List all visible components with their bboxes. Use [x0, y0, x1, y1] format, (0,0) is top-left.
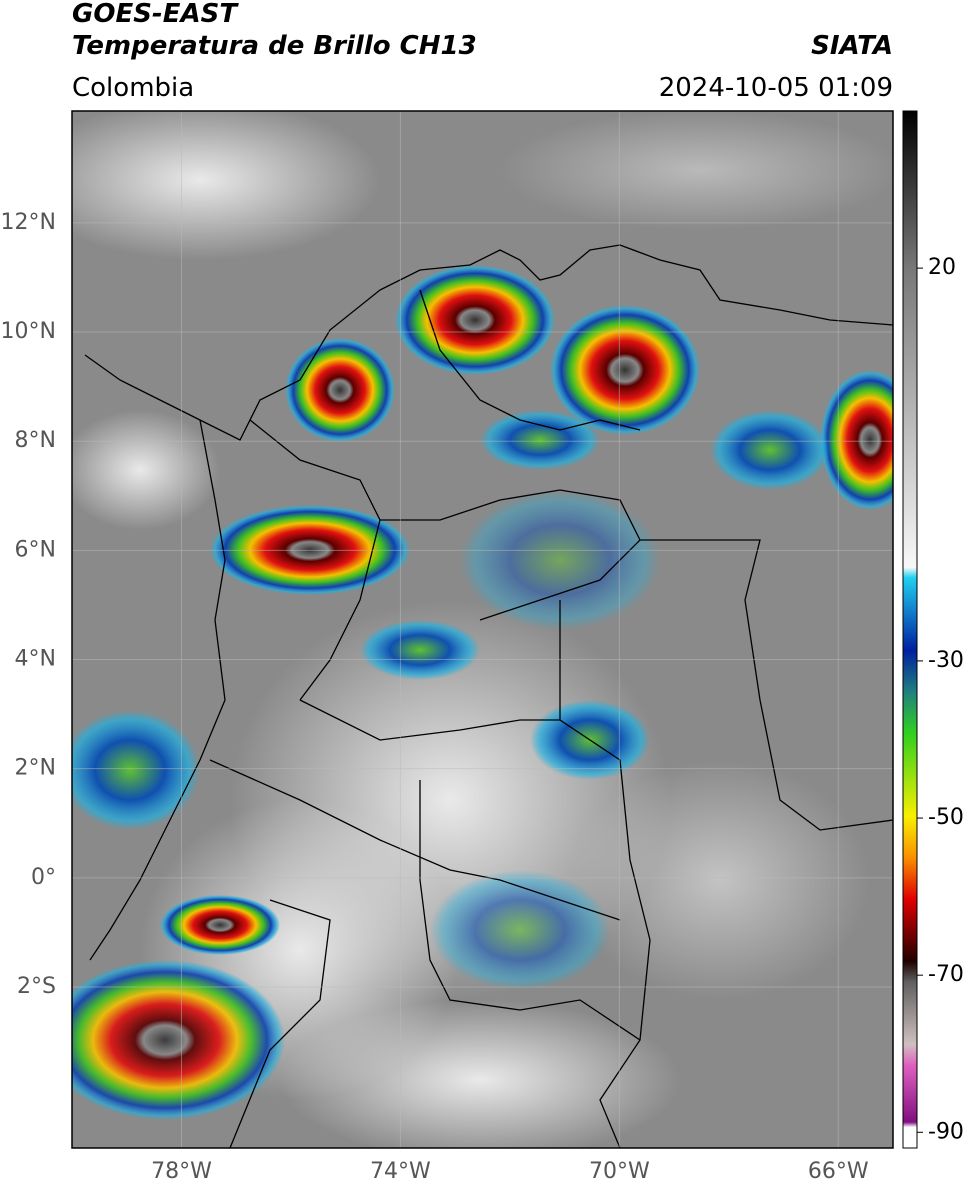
graticule	[72, 111, 893, 1148]
satellite-image	[72, 111, 893, 1148]
lat-tick-label: 6°N	[15, 537, 56, 562]
datetime: 2024-10-05 01:09	[659, 73, 893, 103]
lon-tick-label: 66°W	[808, 1159, 869, 1184]
lat-tick-label: 4°N	[15, 647, 56, 672]
lon-tick-label: 74°W	[370, 1159, 431, 1184]
satellite: GOES-EAST	[72, 0, 239, 29]
lat-tick-label: 12°N	[1, 210, 56, 235]
colorbar-tick-label: -90	[928, 1119, 964, 1144]
lat-tick-label: 2°N	[15, 756, 56, 781]
colorbar	[902, 110, 918, 1149]
map-frame	[71, 110, 894, 1149]
colorbar-tick-label: -70	[928, 962, 964, 987]
lat-tick-label: 0°	[31, 865, 56, 890]
colorbar-tick-label: -50	[928, 805, 964, 830]
colorbar-tick-label: -30	[928, 648, 964, 673]
region: Colombia	[72, 73, 194, 103]
source: SIATA	[811, 31, 893, 61]
product: Temperatura de Brillo CH13	[72, 31, 477, 61]
colorbar-tick-label: 20	[928, 255, 956, 280]
lat-tick-label: 2°S	[17, 974, 56, 999]
lat-tick-label: 8°N	[15, 428, 56, 453]
lat-tick-label: 10°N	[1, 319, 56, 344]
lon-tick-label: 78°W	[151, 1159, 212, 1184]
lon-tick-label: 70°W	[589, 1159, 650, 1184]
